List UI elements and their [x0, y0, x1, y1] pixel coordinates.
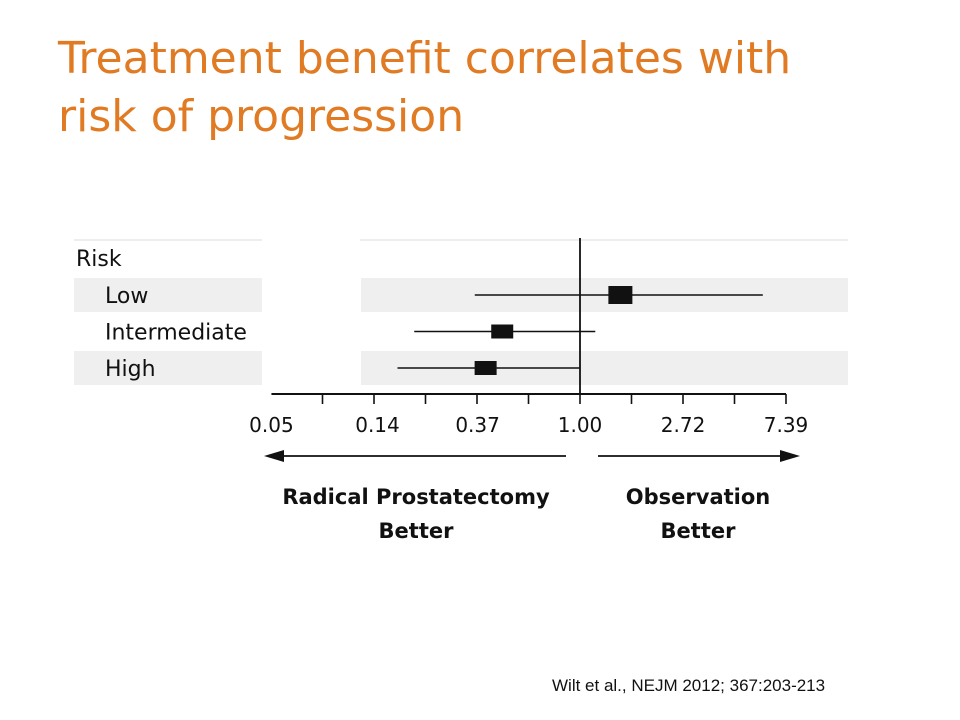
point-estimate [491, 324, 514, 339]
row-backgrounds [74, 278, 848, 385]
row-shade-label [74, 278, 262, 312]
tick-label: 0.14 [355, 413, 400, 437]
tick-label: 2.72 [661, 413, 706, 437]
right-direction-line-1: Observation [626, 485, 770, 509]
risk-group-label: Risk [76, 247, 122, 272]
right-direction-line-2: Better [661, 519, 737, 543]
row-label: Intermediate [105, 321, 247, 346]
slide-title-line-1: Treatment benefit correlates with [58, 33, 792, 84]
tick-label: 7.39 [764, 413, 809, 437]
tick-label: 1.00 [558, 413, 603, 437]
left-arrow-head [264, 450, 284, 462]
tick-label: 0.05 [249, 413, 294, 437]
tick-label: 0.37 [455, 413, 500, 437]
point-estimate [608, 286, 633, 304]
row-shade-label [74, 351, 262, 385]
point-estimate [474, 361, 497, 375]
right-arrow-head [780, 450, 800, 462]
direction-labels: Radical Prostatectomy Better Observation… [282, 485, 770, 543]
slide-title: Treatment benefit correlates with risk o… [58, 30, 918, 146]
row-label: High [105, 357, 156, 382]
left-direction-line-1: Radical Prostatectomy [282, 485, 550, 509]
x-axis: 0.05 0.14 0.37 1.00 2.72 7.39 [249, 393, 809, 462]
citation: Wilt et al., NEJM 2012; 367:203-213 [552, 676, 826, 695]
left-direction-line-2: Better [379, 519, 455, 543]
rows: Low Intermediate High [105, 238, 763, 393]
row-label: Low [105, 284, 148, 309]
slide-title-line-2: risk of progression [58, 91, 465, 142]
